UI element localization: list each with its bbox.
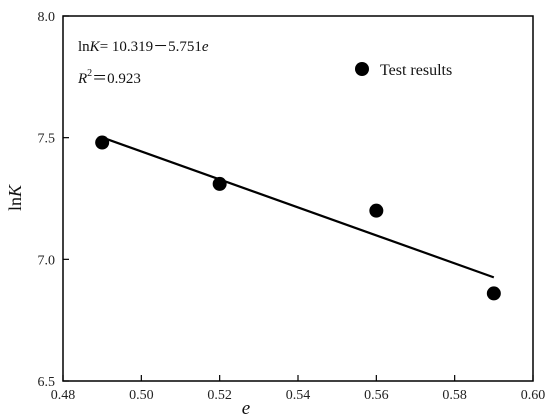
fit-line — [101, 136, 495, 279]
x-tick-label: 0.48 — [51, 388, 76, 403]
y-tick-label: 7.0 — [38, 253, 56, 268]
equation-rest: = 10.319－5.751 — [100, 39, 202, 55]
y-tick-label: 6.5 — [38, 375, 56, 390]
equation-var: e — [202, 39, 209, 55]
x-axis-ticks: 0.48 0.50 0.52 0.54 0.56 0.58 0.60 — [51, 375, 546, 403]
legend-label: Test results — [380, 62, 452, 79]
y-axis-ticks: 6.5 7.0 7.5 8.0 — [38, 10, 69, 390]
equation-annotation: lnK= 10.319－5.751e — [78, 39, 209, 55]
x-tick-label: 0.58 — [442, 388, 467, 403]
legend-marker — [355, 62, 369, 76]
r2-power: 2 — [87, 68, 92, 79]
data-point — [95, 135, 110, 150]
y-tick-label: 8.0 — [38, 10, 56, 25]
x-tick-label: 0.56 — [364, 388, 389, 403]
y-axis-title-prefix: ln — [5, 197, 25, 211]
data-points — [95, 135, 501, 301]
x-tick-label: 0.50 — [129, 388, 154, 403]
equation-k: K — [89, 39, 101, 55]
r2-value: ＝0.923 — [92, 71, 141, 87]
x-tick-label: 0.54 — [286, 388, 311, 403]
y-axis-title-var: K — [5, 184, 25, 198]
y-tick-label: 7.5 — [38, 132, 56, 147]
x-axis-title: e — [242, 398, 250, 418]
r2-symbol: R — [77, 71, 87, 87]
y-axis-title: lnK — [5, 184, 25, 211]
data-point — [212, 176, 227, 191]
data-point — [486, 286, 501, 301]
data-point — [369, 203, 384, 218]
equation-prefix: ln — [78, 39, 90, 55]
x-tick-label: 0.52 — [207, 388, 232, 403]
r2-annotation: R2＝0.923 — [77, 68, 141, 87]
x-tick-label: 0.60 — [521, 388, 546, 403]
